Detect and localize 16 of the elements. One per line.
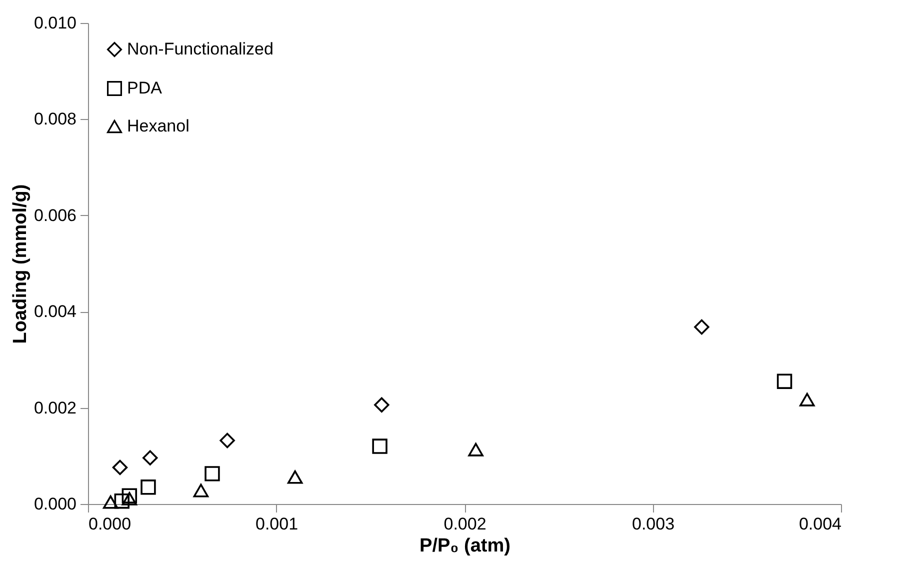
y-tick-label: 0.004 xyxy=(34,302,76,322)
y-tick-label: 0.006 xyxy=(34,206,76,225)
y-tick-label: 0.010 xyxy=(34,14,76,32)
y-tick-label: 0.000 xyxy=(34,494,76,514)
legend-label: Hexanol xyxy=(127,116,190,136)
x-tick-label: 0.004 xyxy=(798,514,842,534)
legend-label: PDA xyxy=(127,78,163,98)
y-axis-title: Loading (mmol/g) xyxy=(10,184,31,344)
x-tick-label: 0.000 xyxy=(88,514,132,534)
x-tick-label: 0.001 xyxy=(255,514,298,534)
x-tick-label: 0.003 xyxy=(632,514,675,534)
y-tick-label: 0.002 xyxy=(34,398,76,418)
x-axis-title: P/P₀ (atm) xyxy=(420,536,510,556)
x-tick-label: 0.002 xyxy=(444,514,486,534)
legend-label: Non-Functionalized xyxy=(127,40,274,58)
y-tick-label: 0.008 xyxy=(34,110,76,129)
